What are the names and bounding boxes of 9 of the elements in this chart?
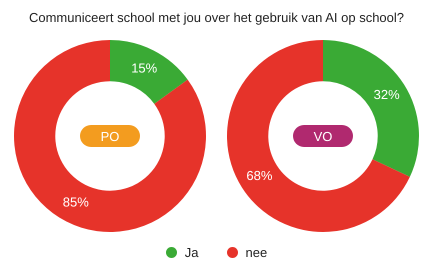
- text: PO: [80, 125, 140, 147]
- legend-label: Ja: [184, 245, 199, 260]
- data-label: 32%: [374, 87, 400, 102]
- data-label: 15%: [131, 60, 158, 76]
- data-label: 85%: [62, 194, 90, 210]
- chart-title: Communiceert school met jou over het gebruik van AI op school?: [28, 10, 406, 25]
- data-label: 68%: [246, 168, 273, 183]
- text: VO: [293, 125, 353, 147]
- legend-label: nee: [246, 245, 268, 260]
